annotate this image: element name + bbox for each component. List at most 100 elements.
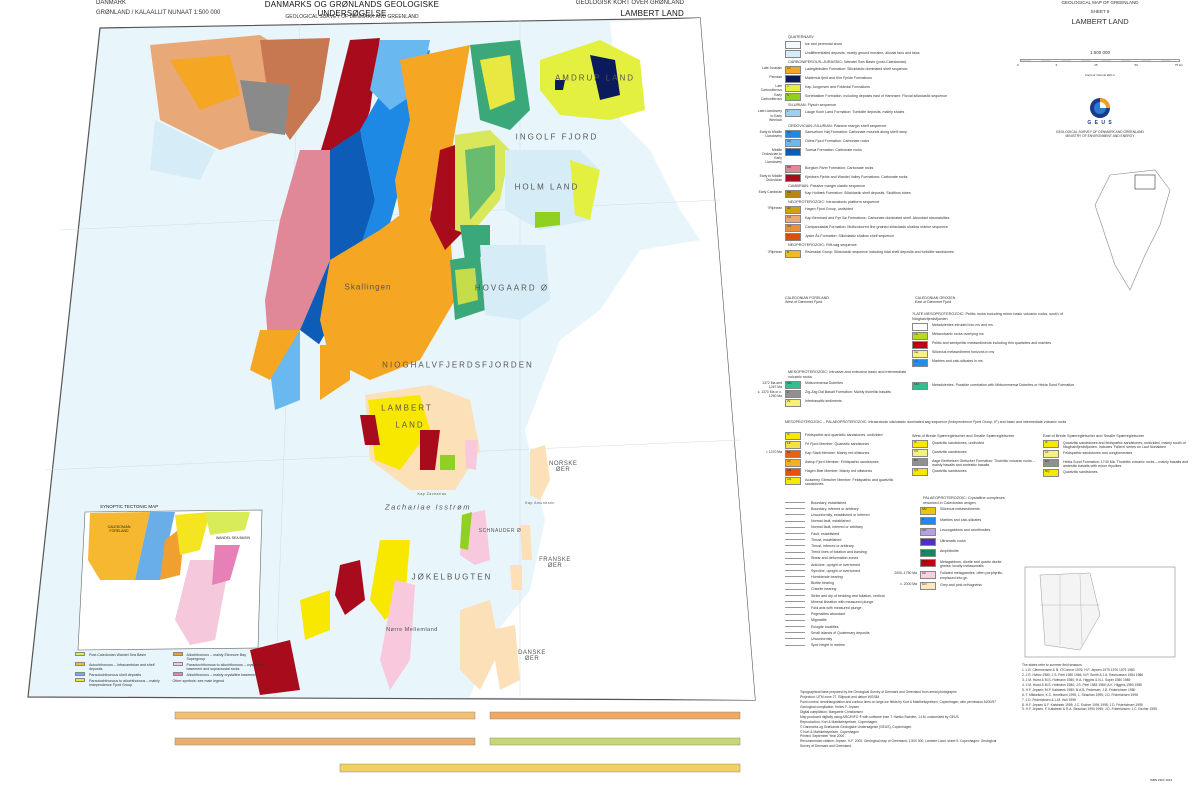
map-symbol-item: Normal fault, established xyxy=(785,519,885,524)
symbol-line xyxy=(785,539,805,541)
legend-label: Quartzitic sandstones, undivided xyxy=(932,440,984,445)
label: Autochthonous – Infracambrian and shelf … xyxy=(89,662,155,671)
scale-tick: 75 km xyxy=(1174,63,1183,67)
symbol-line xyxy=(785,601,805,603)
legend-swatch: LA xyxy=(785,66,801,75)
legend-label: Feldspathic and quartzitic sandstones, u… xyxy=(805,432,883,437)
legend-label: Metavolcanic rocks overlying ms xyxy=(932,332,984,337)
symbol-label: Syncline, upright or overturned xyxy=(811,568,860,573)
legend-label: Hagen Bræ Member: Mainly red siltstones xyxy=(805,468,873,473)
legend-late-meso: ?LATE MESOPROTEROZOIC: Pelitic rocks inc… xyxy=(912,310,1092,368)
symbol-label: Pegmatites abundant xyxy=(811,612,845,617)
unit-code: U xyxy=(922,538,925,543)
legend-label: Samuelsen Høj Formation: Carbonate mound… xyxy=(805,130,907,135)
foreland-subtitle: West of Dæmmet Fjord xyxy=(785,300,823,305)
label: Parautochthonous to allochthonous – main… xyxy=(89,678,160,687)
legend-item: mq Siliceous metasediment horizons in ms xyxy=(912,349,1092,358)
sheet-name: LAMBERT LAND xyxy=(1071,17,1129,26)
symbol-label: Normal fault, inferred or arbitrary xyxy=(811,525,863,530)
legend-swatch: L xyxy=(785,109,801,118)
legend-label: Hagen Fjord Group, undivided xyxy=(805,206,854,211)
legend-swatch: AG xyxy=(785,477,801,485)
field-season-notes: The states refer to summer field seasons… xyxy=(1022,663,1197,712)
symbol-line xyxy=(785,502,805,503)
legend-item: LF Feldspathic sandstones and conglomerat… xyxy=(1043,450,1193,459)
legend-label: Hekla Sund Formation: 1740 Ma. Tholeiiti… xyxy=(1063,459,1189,468)
legend-item: Permian Mallemuk fjeld and Kim Fjelde For… xyxy=(757,75,997,84)
symbol-label: Migmatite xyxy=(811,618,827,623)
inset-legend-item: Autochthonous – Infracambrian and shelf … xyxy=(75,662,168,671)
legend-label: Quartzitic sandstones xyxy=(1063,469,1098,474)
legend-item: BV Aage Berthelsen Gletscher Formation: T… xyxy=(912,458,1037,467)
right-panel: GEOLOGICAL MAP OF GREENLAND SHEET 9 LAMB… xyxy=(1000,0,1200,138)
legend-swatch: MD xyxy=(785,380,801,389)
legend-label: Turesø Formation: Carbonate rocks xyxy=(805,148,862,153)
legend-item: QS Quartzitic sandstones xyxy=(912,468,1037,477)
legend-item: HB Hagen Bræ Member: Mainly red siltstone… xyxy=(757,468,907,476)
legend-item: IF Feldspathic and quartzitic sandstones,… xyxy=(757,432,907,440)
unit-code: QS xyxy=(914,468,919,473)
swatch xyxy=(172,652,183,656)
legend-section-title: NEOPROTEROZOIC: Intracratonic platform s… xyxy=(788,200,880,205)
unit-code: BL xyxy=(787,450,791,454)
legend-item: Late Jurassic LA Ladegårdsåen Formation: S… xyxy=(757,66,997,75)
label: Post-Caledonian Wandel Sea Basin xyxy=(89,652,147,657)
legend-item: Late Llandovery to Early Wenlock L Lauge K… xyxy=(757,109,997,122)
symbol-line xyxy=(785,533,805,535)
map-label-lambert: LAMBERT xyxy=(381,403,433,413)
legend-label: Kap Sladt Member: Mainly red siltstones xyxy=(805,450,870,455)
legend-item: BR Borglum River Formation: Carbonate roc… xyxy=(757,165,997,174)
legend-swatch: BV xyxy=(912,458,928,467)
unit-code: MM xyxy=(914,382,919,386)
symbol-label: Thrust, established xyxy=(811,537,842,542)
symbol-line xyxy=(785,570,805,572)
map-credits: Topographical base prepared by the Geolo… xyxy=(800,690,1000,749)
credit-line: © Kort & Matrikelstyrelsen, Copenhagen xyxy=(800,729,859,734)
map-label-norre-mellemland: Nørre Mellemland xyxy=(386,627,438,633)
meso-palaeo-title: MESOPROTEROZOIC – PALAEOPROTEROZOIC: Int… xyxy=(785,420,1067,424)
map-symbol-item: Eclogite localities xyxy=(785,624,885,629)
credit-line: Map produced digitally using ARC/INFO ® … xyxy=(800,714,959,719)
legend-label: Odins Fjord Formation: Carbonate rocks xyxy=(805,139,870,144)
unit-code: BV xyxy=(914,458,919,463)
legend-section-title: West of Brede Spærregletscher and Smalle… xyxy=(912,434,1015,438)
inset-legend-item: Post-Caledonian Wandel Sea Basin xyxy=(75,652,168,661)
unit-code: FF xyxy=(787,441,791,445)
unit-code: HF xyxy=(787,206,791,211)
map-label-ingolf-fjord: INGOLF FJORD xyxy=(515,132,599,142)
unit-code: A xyxy=(922,548,925,553)
note-line: 1. L.B. Clemmensen & N. O'Connor 1976; H… xyxy=(1022,667,1135,672)
map-label-danske-oer: DANSKE ØER xyxy=(518,650,546,662)
symbol-label: Boundary, established xyxy=(811,500,847,505)
legend-swatch: IF xyxy=(785,432,801,440)
map-symbol-item: Boundary, established xyxy=(785,500,885,505)
legend-age: Early Carboniferous xyxy=(760,93,782,102)
inset-legend-item: Other symbols: see main legend xyxy=(173,678,266,687)
symbol-line xyxy=(785,508,805,510)
symbol-line xyxy=(785,545,805,547)
symbol-label: Strike and dip of bedding and foliation,… xyxy=(811,593,885,598)
legend-swatch: LF xyxy=(1043,450,1059,459)
legend-section-title: PALAEOPROTEROZOIC: Crystalline complexes… xyxy=(923,496,1005,505)
unit-code: Z xyxy=(787,389,789,394)
legend-item: Metadolerites intruded into mv and ms xyxy=(912,322,1092,331)
unit-code: FH xyxy=(787,215,791,220)
credit-line: © Danmarks og Grønlands Geologiske Under… xyxy=(800,724,912,729)
legend-swatch: mq xyxy=(912,349,928,358)
unit-code: GN xyxy=(922,582,927,587)
legend-swatch: RQ xyxy=(1043,469,1059,478)
unit-code: Zs xyxy=(787,398,791,403)
legend-label: Pelitic and semipelitic metasediments in… xyxy=(932,341,1052,346)
legend-palaeoproterozoic: PALAEOPROTEROZOIC: Crystalline complexes… xyxy=(892,494,1012,593)
unit-code: W xyxy=(787,174,790,179)
symbol-line xyxy=(785,582,805,584)
map-symbol-item: Strike and dip of bedding and foliation,… xyxy=(785,593,885,598)
symbol-line xyxy=(785,607,805,609)
foreland-heading: CALEDONIAN FORELAND West of Dæmmet Fjord xyxy=(785,296,895,305)
swatch xyxy=(75,652,85,656)
header-center-title: DANMARKS OG GRØNLANDS GEOLOGISKE UNDERSØ… xyxy=(264,0,440,18)
symbol-label: Anticline, upright or overturned xyxy=(811,562,860,567)
legend-swatch: KH xyxy=(785,190,801,199)
map-symbol-item: Anticline, upright or overturned xyxy=(785,562,885,567)
